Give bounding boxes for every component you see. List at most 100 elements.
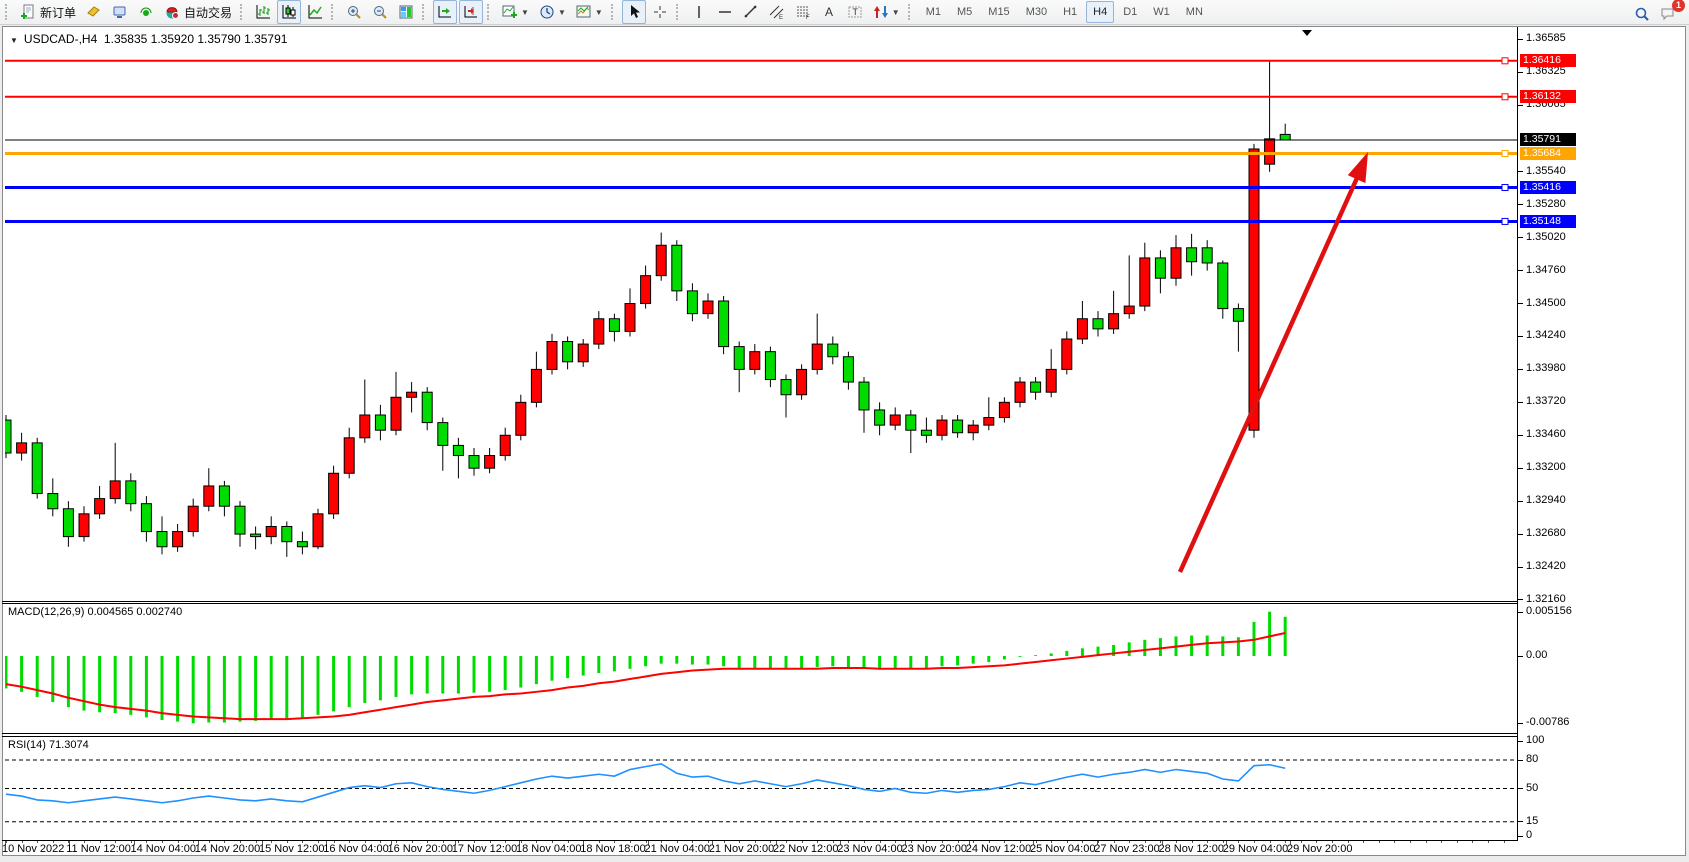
candle: [172, 523, 184, 552]
cursor-button[interactable]: [621, 0, 646, 24]
draw-vertical-line-button[interactable]: [687, 0, 711, 24]
templates-button[interactable]: ▼: [572, 0, 607, 24]
time-minor-tick: [1394, 841, 1396, 843]
scale-tick: [1518, 335, 1523, 337]
candle: [780, 374, 792, 418]
candle: [733, 341, 745, 393]
new-order-button[interactable]: 新订单: [16, 0, 80, 24]
draw-text-button[interactable]: A: [817, 0, 841, 24]
time-major-tick: [968, 841, 970, 845]
time-minor-tick: [598, 841, 600, 843]
navigator-button[interactable]: [108, 0, 132, 24]
hline-anchor[interactable]: [1501, 150, 1509, 158]
collapse-arrow-icon[interactable]: ▼: [10, 36, 18, 45]
auto-trading-button[interactable]: 自动交易: [160, 0, 236, 24]
templates-icon: [576, 5, 591, 18]
hline-anchor[interactable]: [1501, 57, 1509, 65]
time-minor-tick: [1238, 841, 1240, 843]
draw-label-button[interactable]: T: [843, 0, 867, 24]
macd-signal-line: [5, 631, 1286, 721]
candle: [1217, 260, 1229, 319]
time-label: 29 Nov 04:00: [1222, 843, 1289, 855]
hline-anchor[interactable]: [1501, 93, 1509, 101]
timeframe-m15[interactable]: M15: [988, 6, 1010, 18]
candle: [936, 415, 948, 441]
chevron-down-icon[interactable]: ▼: [521, 7, 529, 17]
draw-trendline-button[interactable]: [739, 0, 763, 24]
cursor-icon: [630, 5, 640, 18]
candle: [530, 351, 542, 408]
chart-shift-marker-icon[interactable]: [1302, 30, 1312, 36]
candle: [827, 336, 839, 365]
draw-arrows-button[interactable]: ▼: [869, 0, 904, 24]
timeframe-m30[interactable]: M30: [1025, 6, 1048, 18]
time-major-tick: [1033, 841, 1034, 845]
chevron-down-icon[interactable]: ▼: [557, 7, 566, 17]
time-minor-tick: [723, 841, 725, 843]
timeframe-m1[interactable]: M1: [925, 6, 941, 18]
rsi-pane[interactable]: [5, 737, 1517, 840]
autotrade-icon: [166, 7, 180, 19]
time-minor-tick: [1363, 841, 1365, 843]
time-major-tick: [1225, 841, 1227, 845]
chevron-down-icon[interactable]: ▼: [891, 7, 900, 17]
timeframe-h4[interactable]: H4: [1086, 1, 1115, 23]
candle: [764, 346, 776, 388]
indicators-list-button[interactable]: ▼: [498, 0, 533, 24]
candle: [343, 427, 355, 479]
draw-channel-button[interactable]: E: [765, 0, 789, 24]
time-minor-tick: [1191, 841, 1193, 843]
pane-separator: [2, 603, 1517, 604]
hline-anchor[interactable]: [1501, 217, 1509, 225]
timeframe-mn[interactable]: MN: [1185, 6, 1203, 18]
price-tick-label: 1.35020: [1526, 230, 1566, 243]
arrow-annotation[interactable]: [1177, 152, 1368, 573]
timeframe-d1[interactable]: D1: [1123, 6, 1138, 18]
draw-horizontal-line-button[interactable]: [713, 0, 737, 24]
candle: [484, 447, 496, 474]
market-watch-button[interactable]: [82, 0, 106, 24]
auto-scroll-button[interactable]: [433, 0, 458, 24]
scale-tick: [1518, 467, 1523, 469]
time-minor-tick: [817, 841, 819, 843]
time-minor-tick: [1066, 841, 1068, 843]
hline-anchor[interactable]: [1501, 183, 1509, 191]
macd-pane[interactable]: [5, 604, 1517, 733]
time-minor-tick: [1129, 841, 1131, 843]
time-minor-tick: [318, 841, 319, 843]
scale-tick: [1518, 38, 1523, 40]
signals-button[interactable]: [134, 0, 158, 24]
search-button[interactable]: [1630, 2, 1654, 26]
vertical-line-icon: [698, 6, 700, 18]
timeframe-m5[interactable]: M5: [957, 6, 973, 18]
chart-shift-button[interactable]: [459, 0, 484, 24]
rsi-tick-label: 0: [1526, 829, 1533, 841]
tile-windows-button[interactable]: [394, 0, 418, 24]
timeframe-w1[interactable]: W1: [1153, 6, 1170, 18]
time-minor-tick: [645, 841, 647, 843]
time-minor-tick: [988, 841, 990, 843]
notification-badge: 1: [1672, 0, 1685, 12]
scale-tick: [1518, 722, 1523, 724]
navigator-icon: [113, 6, 126, 18]
chevron-down-icon[interactable]: ▼: [594, 7, 603, 17]
main-chart-pane[interactable]: [5, 28, 1517, 601]
notifications-button[interactable]: 1: [1656, 0, 1685, 26]
zoom-out-button[interactable]: [368, 0, 392, 24]
new-order-icon: [21, 4, 34, 19]
time-minor-tick: [864, 841, 865, 843]
crosshair-button[interactable]: [648, 0, 672, 24]
zoom-in-button[interactable]: [342, 0, 366, 24]
svg-text:E: E: [779, 15, 783, 20]
bar-chart-mode-button[interactable]: [251, 0, 275, 24]
periods-button[interactable]: ▼: [535, 0, 570, 24]
candlestick-mode-button[interactable]: [277, 0, 302, 24]
draw-fibonacci-button[interactable]: F: [791, 0, 815, 24]
scale-tick: [1518, 270, 1523, 272]
trendline-icon: [744, 5, 757, 18]
time-minor-tick: [926, 841, 928, 843]
line-chart-mode-button[interactable]: [303, 0, 327, 24]
timeframe-h1[interactable]: H1: [1063, 6, 1078, 18]
toolbar-grip: [487, 4, 493, 20]
pane-separator: [1517, 27, 1518, 841]
